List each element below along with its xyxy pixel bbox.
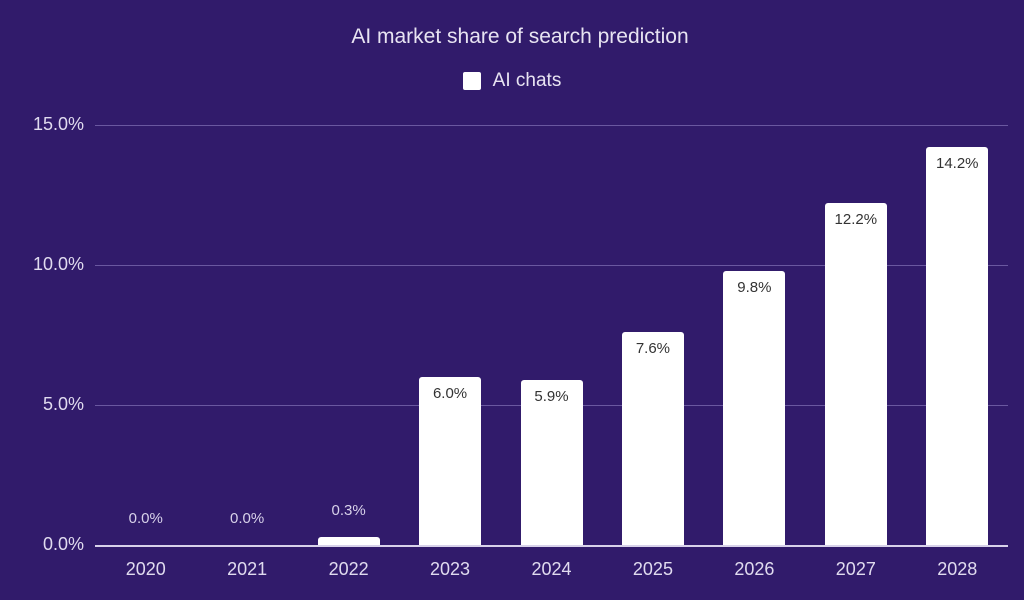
value-label-2023: 6.0% xyxy=(432,385,468,402)
bar-2027 xyxy=(824,203,887,545)
x-tick-label: 2027 xyxy=(835,559,876,579)
x-tick-label: 2024 xyxy=(531,559,572,579)
x-tick-label: 2021 xyxy=(227,559,268,579)
x-tick-label: 2020 xyxy=(125,559,166,579)
x-axis-line xyxy=(95,545,1008,547)
value-label-2021: 0.0% xyxy=(230,510,265,527)
legend-swatch-ai-chats xyxy=(462,72,481,90)
gridline xyxy=(95,265,1008,266)
y-tick-label: 0.0% xyxy=(42,534,84,554)
x-tick-label: 2028 xyxy=(937,559,978,579)
bar-2022 xyxy=(317,536,380,545)
x-tick-label: 2026 xyxy=(734,559,775,579)
x-tick-label: 2023 xyxy=(430,559,471,579)
bar-2024 xyxy=(520,379,583,545)
bar-2023 xyxy=(419,377,482,545)
bar-2028 xyxy=(926,147,989,545)
bar-2025 xyxy=(621,332,684,545)
chart-title: AI market share of search prediction xyxy=(351,25,689,48)
value-label-2026: 9.8% xyxy=(737,278,772,296)
value-label-2020: 0.0% xyxy=(128,510,163,527)
y-tick-label: 10.0% xyxy=(32,254,84,274)
x-tick-label: 2025 xyxy=(632,559,673,579)
legend-label-ai-chats: AI chats xyxy=(492,70,562,91)
bar-2026 xyxy=(723,270,786,545)
y-tick-label: 5.0% xyxy=(42,394,84,414)
value-label-2028: 14.2% xyxy=(935,155,979,173)
value-label-2022: 0.3% xyxy=(331,501,366,519)
y-tick-label: 15.0% xyxy=(32,114,84,134)
gridline xyxy=(95,125,1008,126)
value-label-2025: 7.6% xyxy=(635,340,671,358)
legend: AI chats xyxy=(0,70,1024,92)
x-tick-label: 2022 xyxy=(328,559,369,579)
value-label-2024: 5.9% xyxy=(534,387,569,405)
value-label-2027: 12.2% xyxy=(834,211,878,229)
